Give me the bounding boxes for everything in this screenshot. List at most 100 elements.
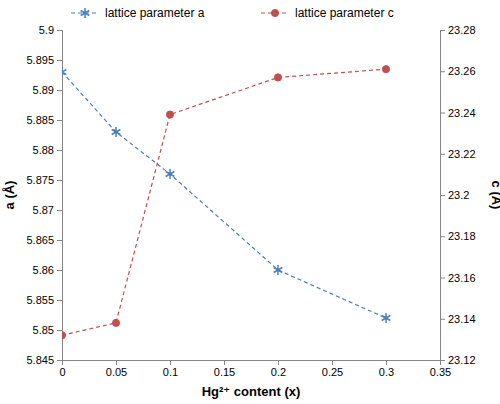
data-point	[274, 74, 281, 81]
tick-label: 5.85	[33, 324, 54, 336]
tick-mark	[57, 210, 62, 211]
chart: 0 0.05 0.1 0.15 0.2 0.25 0.3 0.35 5.845 5.85 5.855…	[0, 0, 500, 404]
tick-label: 0.05	[106, 366, 127, 378]
tick-mark	[57, 30, 62, 31]
tick: 23.12	[440, 354, 476, 366]
tick: 5.87	[33, 204, 62, 216]
tick-label: 5.865	[26, 234, 54, 246]
tick: 0.05	[106, 360, 127, 378]
tick-label: 5.885	[26, 114, 54, 126]
tick-label: 0.25	[322, 366, 343, 378]
axis-line	[441, 31, 446, 361]
tick: 5.895	[26, 54, 62, 66]
tick-label: 0	[59, 366, 65, 378]
tick-label: 0.3	[379, 366, 394, 378]
tick-mark	[440, 71, 445, 72]
legend-item: lattice parameter a	[71, 6, 205, 20]
tick: 5.865	[26, 234, 62, 246]
plot-area: 0 0.05 0.1 0.15 0.2 0.25 0.3 0.35 5.845 5.85 5.855…	[26, 24, 475, 378]
tick-mark	[440, 154, 445, 155]
tick: 5.885	[26, 114, 62, 126]
tick-label: 23.14	[448, 313, 476, 325]
tick-mark	[224, 360, 225, 365]
tick: 23.22	[440, 148, 476, 160]
tick: 23.24	[440, 107, 476, 119]
data-point	[166, 111, 173, 118]
tick: 5.9	[39, 24, 62, 36]
y-axis-title: a (Å)	[2, 181, 17, 210]
tick: 0.2	[271, 360, 286, 378]
legend-label: lattice parameter c	[295, 6, 394, 20]
tick-mark	[278, 360, 279, 365]
tick: 23.18	[440, 230, 476, 242]
tick: 0	[59, 360, 65, 378]
tick: 0.1	[163, 360, 178, 378]
tick: 0.15	[214, 360, 235, 378]
axis-line	[63, 361, 441, 366]
tick-mark	[440, 113, 445, 114]
legend-label: lattice parameter a	[105, 6, 205, 20]
tick: 5.86	[33, 264, 62, 276]
tick-mark	[57, 120, 62, 121]
tick-mark	[57, 270, 62, 271]
tick-mark	[57, 150, 62, 151]
tick: 23.2	[440, 189, 469, 201]
tick-label: 0.15	[214, 366, 235, 378]
tick-mark	[440, 360, 445, 361]
axis-line	[57, 31, 63, 361]
data-point	[382, 313, 391, 323]
y2-axis-title: c (Å)	[489, 181, 500, 210]
tick-label: 23.18	[448, 230, 476, 242]
tick: 23.14	[440, 313, 476, 325]
tick-label: 5.89	[33, 84, 54, 96]
tick-label: 5.87	[33, 204, 54, 216]
data-point	[62, 332, 66, 339]
tick-label: 23.24	[448, 107, 476, 119]
legend-marker	[271, 9, 278, 16]
tick-mark	[386, 360, 387, 365]
tick: 5.88	[33, 144, 62, 156]
tick-mark	[57, 300, 62, 301]
tick-label: 5.875	[26, 174, 54, 186]
legend-marker	[81, 8, 90, 18]
tick-mark	[332, 360, 333, 365]
tick-label: 0.1	[163, 366, 178, 378]
tick-mark	[116, 360, 117, 365]
tick-label: 0.2	[271, 366, 286, 378]
tick: 0.3	[379, 360, 394, 378]
legend-item: lattice parameter c	[261, 6, 394, 20]
tick-label: 23.28	[448, 24, 476, 36]
data-marks	[62, 66, 390, 339]
tick: 23.28	[440, 24, 476, 36]
tick-label: 23.16	[448, 272, 476, 284]
data-point	[166, 169, 175, 179]
tick: 5.845	[26, 354, 62, 366]
y-axis: 5.845 5.85 5.855 5.86 5.865 5.87 5.875 5.88 5.88…	[26, 24, 62, 366]
y2-axis: 23.12 23.14 23.16 23.18 23.2 23.22 23.24 23.26 2…	[440, 24, 476, 366]
tick: 0.25	[322, 360, 343, 378]
data-point	[274, 265, 283, 275]
data-point	[112, 127, 121, 137]
series-line	[62, 69, 386, 335]
tick-label: 0.35	[430, 366, 451, 378]
series-line	[62, 72, 386, 318]
tick-mark	[440, 278, 445, 279]
tick-label: 23.2	[448, 189, 469, 201]
tick-label: 23.22	[448, 148, 476, 160]
tick-mark	[170, 360, 171, 365]
tick-label: 5.845	[26, 354, 54, 366]
tick-mark	[57, 180, 62, 181]
tick: 5.855	[26, 294, 62, 306]
data-point	[382, 66, 389, 73]
tick: 5.875	[26, 174, 62, 186]
tick-mark	[57, 240, 62, 241]
x-axis: 0 0.05 0.1 0.15 0.2 0.25 0.3 0.35	[59, 360, 451, 378]
tick-mark	[440, 236, 445, 237]
data-point	[112, 319, 119, 326]
tick: 23.26	[440, 65, 476, 77]
tick-mark	[57, 330, 62, 331]
tick-label: 5.86	[33, 264, 54, 276]
tick-label: 23.12	[448, 354, 476, 366]
tick-mark	[440, 319, 445, 320]
tick-mark	[440, 30, 445, 31]
